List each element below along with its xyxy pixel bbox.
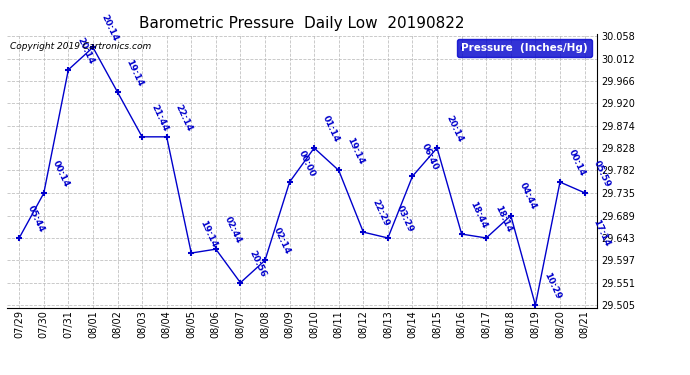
Text: 20:56: 20:56	[248, 249, 268, 279]
Legend: Pressure  (Inches/Hg): Pressure (Inches/Hg)	[457, 39, 591, 57]
Text: 19:14: 19:14	[346, 136, 366, 166]
Text: 20:14: 20:14	[444, 114, 464, 144]
Text: 03:29: 03:29	[395, 204, 415, 234]
Text: Copyright 2019 Cartronics.com: Copyright 2019 Cartronics.com	[10, 42, 151, 51]
Text: 06:40: 06:40	[420, 142, 440, 172]
Text: 00:14: 00:14	[567, 148, 587, 178]
Text: 05:44: 05:44	[26, 204, 46, 234]
Text: 22:14: 22:14	[174, 103, 194, 133]
Text: 19:14: 19:14	[124, 58, 145, 88]
Text: 05:59: 05:59	[591, 159, 612, 189]
Text: 02:44: 02:44	[223, 215, 243, 245]
Text: 20:14: 20:14	[75, 36, 95, 66]
Text: 21:44: 21:44	[149, 103, 170, 133]
Text: 04:44: 04:44	[518, 182, 538, 212]
Text: 17:14: 17:14	[591, 218, 612, 248]
Text: 18:44: 18:44	[469, 200, 489, 230]
Text: 22:29: 22:29	[371, 198, 391, 228]
Text: 01:14: 01:14	[321, 114, 342, 144]
Text: 19:14: 19:14	[198, 219, 219, 249]
Title: Barometric Pressure  Daily Low  20190822: Barometric Pressure Daily Low 20190822	[139, 16, 464, 31]
Text: 00:00: 00:00	[297, 148, 317, 178]
Text: 10:29: 10:29	[542, 271, 562, 301]
Text: 00:14: 00:14	[51, 159, 71, 189]
Text: 20:14: 20:14	[100, 13, 120, 43]
Text: 02:14: 02:14	[272, 226, 292, 256]
Text: 18:14: 18:14	[493, 204, 513, 234]
